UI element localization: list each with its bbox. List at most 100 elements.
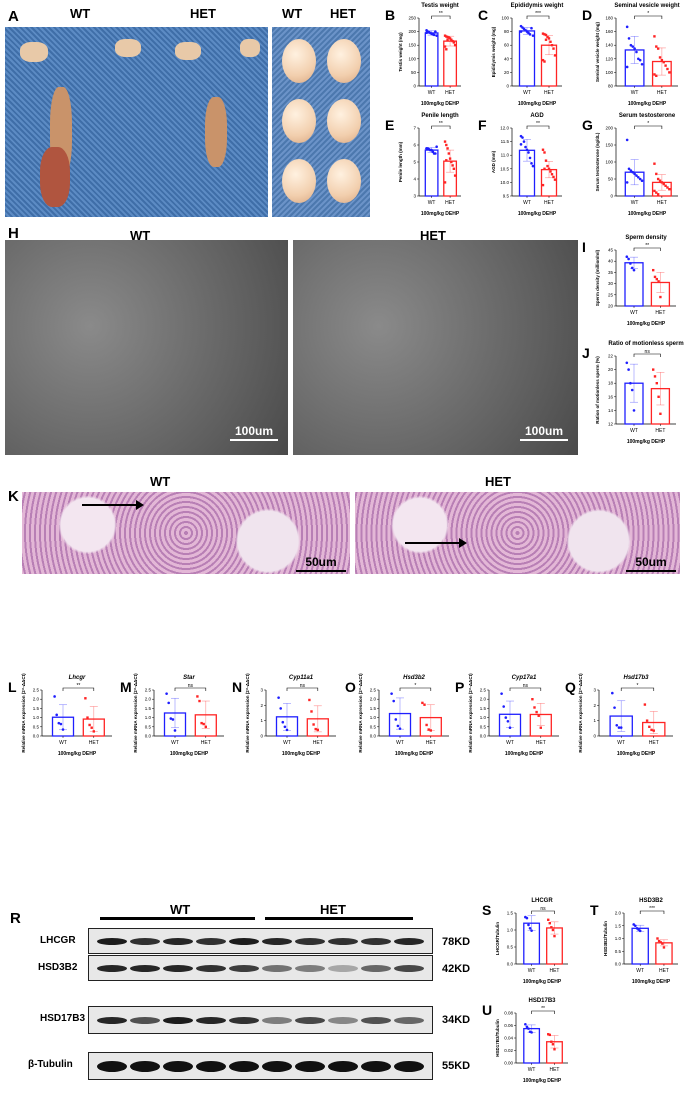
data-point-wt: [398, 727, 402, 730]
data-point-wt: [169, 717, 173, 720]
wt-group-line: [100, 917, 255, 920]
x-tick-label: HET: [544, 90, 554, 96]
data-point-het: [421, 701, 424, 705]
x-tick-label: HET: [426, 740, 436, 746]
data-point-het: [549, 170, 552, 173]
y-tick-label: 1.0: [480, 715, 487, 720]
data-point-wt: [435, 145, 438, 148]
x-tick-label: WT: [630, 310, 638, 316]
chart-title: Testis weight: [421, 3, 459, 9]
sperm-micrograph-wt: 100um: [5, 240, 288, 455]
chart-svg-L: L Lhcgr 0.0 0.5 1.0 1.5 2.0 2.5 Relative mRNA ex…: [8, 673, 112, 757]
x-axis-label: 100mg/kg DEHP: [421, 101, 460, 107]
blot-band: [228, 1060, 259, 1072]
y-tick-label: 11.0: [501, 153, 510, 158]
y-tick-label: 0: [610, 194, 613, 199]
chart-T: T HSD3B2 0.0 0.5 1.0 1.5 2.0 HSD3B2/Tubulin WT HE…: [590, 895, 682, 990]
data-point-wt: [500, 692, 503, 695]
blot-band: [394, 937, 425, 945]
x-tick-label: WT: [171, 740, 179, 746]
data-point-het: [656, 937, 659, 940]
x-axis-label: 100mg/kg DEHP: [632, 979, 671, 985]
data-point-het: [541, 32, 545, 35]
significance-label: ns: [188, 683, 194, 689]
chart-title: HSD17B3: [528, 998, 556, 1004]
y-tick-label: 18: [608, 381, 614, 386]
chart-title: Ratio of motionless sperm: [608, 341, 683, 347]
wb-size-label: 34KD: [442, 1014, 471, 1026]
data-point-wt: [522, 140, 526, 143]
blot-band: [328, 1060, 359, 1072]
data-point-wt: [277, 696, 280, 699]
y-tick-label: 0.5: [615, 949, 622, 954]
x-tick-label: HET: [657, 90, 667, 96]
y-tick-label: 1.0: [615, 936, 622, 941]
data-point-het: [659, 295, 662, 299]
data-point-wt: [434, 152, 437, 155]
chart-B: B Testis weight 0 50 100 150 200 250 Testis weig…: [385, 0, 465, 112]
data-point-het: [543, 151, 546, 154]
x-axis-label: 100mg/kg DEHP: [170, 751, 209, 757]
chart-svg-P: P Cyp17a1 0.0 0.5 1.0 1.5 2.0 2.5 Relative mRNA …: [455, 673, 559, 757]
x-axis-label: 100mg/kg DEHP: [628, 211, 667, 217]
panel-label-j: J: [582, 345, 590, 361]
data-point-het: [447, 152, 451, 155]
data-point-het: [446, 38, 449, 41]
chart-svg-T: T HSD3B2 0.0 0.5 1.0 1.5 2.0 HSD3B2/Tubulin WT HE…: [590, 898, 678, 985]
data-point-wt: [432, 33, 436, 37]
data-point-wt: [632, 409, 636, 412]
chart-title: Lhcgr: [69, 675, 86, 681]
panel-label-i: I: [582, 239, 586, 255]
data-point-wt: [637, 57, 640, 61]
data-point-het: [648, 725, 651, 728]
y-tick-label: 2: [260, 703, 263, 708]
y-tick-label: 100: [605, 160, 613, 165]
x-tick-label: HET: [659, 968, 669, 974]
data-point-wt: [528, 33, 532, 36]
y-tick-label: 150: [605, 143, 613, 148]
blot-band: [361, 937, 392, 945]
chart-svg-G: G Serum testosterone 0 50 100 150 200 Serum tes…: [582, 113, 678, 217]
data-point-wt: [525, 916, 529, 920]
data-point-wt: [640, 179, 644, 182]
y-tick-label: 0.04: [504, 1036, 513, 1041]
data-point-het: [446, 35, 449, 39]
y-tick-label: 2.5: [145, 688, 152, 693]
y-tick-label: 16: [608, 394, 614, 399]
blot-band: [295, 1016, 326, 1024]
data-point-het: [655, 45, 658, 48]
x-tick-label: WT: [506, 740, 514, 746]
y-axis-label: LHCGR/Tubulin: [495, 922, 500, 955]
data-point-het: [553, 1048, 556, 1051]
x-tick-label: WT: [631, 90, 639, 96]
data-point-het: [664, 184, 667, 187]
data-point-het: [541, 183, 545, 187]
data-point-het: [653, 73, 656, 76]
chart-P: P Cyp17a1 0.0 0.5 1.0 1.5 2.0 2.5 Relative mRNA …: [455, 672, 563, 762]
x-tick-label: HET: [313, 740, 323, 746]
data-point-het: [198, 699, 201, 703]
data-point-het: [448, 37, 452, 40]
panel-label-h: H: [8, 225, 19, 242]
data-point-wt: [396, 724, 400, 728]
x-axis-label: 100mg/kg DEHP: [617, 751, 656, 757]
wb-het-label: HET: [320, 902, 346, 917]
panel-k-wt-label: WT: [150, 474, 171, 489]
y-axis-label: HSD17B3/Tubulin: [495, 1019, 500, 1057]
y-tick-label: 120: [605, 56, 613, 61]
chart-svg-I: I Sperm density 20 25 30 35 40 45 Sperm density …: [582, 235, 676, 327]
data-point-wt: [394, 718, 398, 721]
y-tick-label: 200: [408, 29, 416, 34]
chart-C: C Epididymis weight 0 20 40 60 80 100 Epididymis…: [478, 0, 566, 112]
data-point-het: [655, 191, 658, 194]
data-point-wt: [629, 169, 633, 172]
sperm-micrograph-het: 100um: [293, 240, 578, 455]
y-tick-label: 0.5: [370, 724, 377, 729]
data-point-het: [531, 698, 534, 701]
y-axis-label: AGD (mm): [491, 150, 496, 173]
blot-band: [295, 937, 326, 945]
chart-O: O Hsd3b2 0.0 0.5 1.0 1.5 2.0 2.5 Relative mRNA e…: [345, 672, 453, 762]
testis-histology-wt: 50um: [22, 492, 350, 574]
significance-bracket: [62, 687, 95, 691]
data-point-het: [200, 721, 203, 725]
